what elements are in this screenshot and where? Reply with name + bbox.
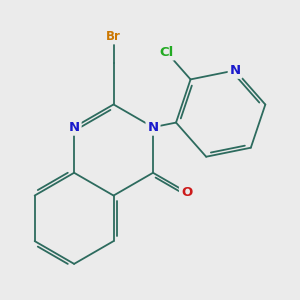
Text: Br: Br (106, 30, 121, 43)
Text: N: N (230, 64, 241, 77)
Text: O: O (181, 186, 192, 199)
Text: Cl: Cl (159, 46, 174, 59)
Text: N: N (69, 121, 80, 134)
Text: N: N (147, 121, 159, 134)
